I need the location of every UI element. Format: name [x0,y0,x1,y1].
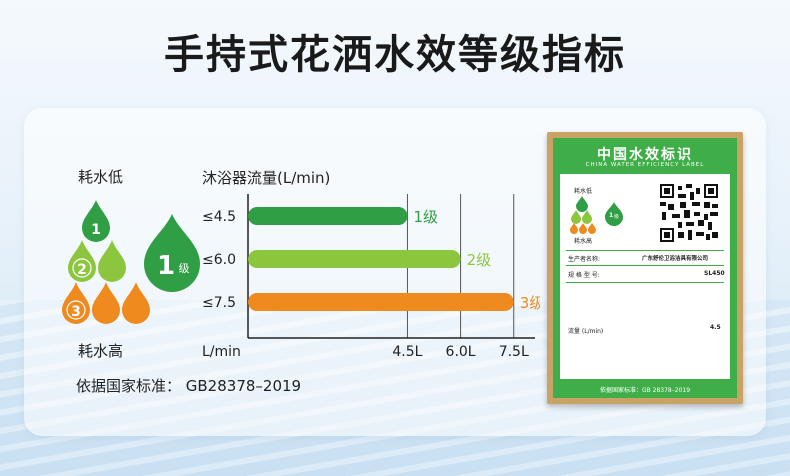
standard-note: 依据国家标准： GB28378–2019 [76,377,302,395]
big-grade-num: 1 [157,251,175,281]
water-drop-grades: 1 2 3 1 级 [62,200,200,324]
label-low: 耗水低 [574,188,593,195]
water-efficiency-label: 中国水效标识 CHINA WATER EFFICIENCY LABEL 耗水低 … [553,138,737,398]
legend-high-label: 耗水高 [78,342,124,360]
model-value: SL450 [704,270,725,277]
bar [248,207,408,225]
label-high: 耗水高 [574,238,593,245]
drop-grade-1-text: 1 [91,222,101,238]
bar-grade-label: 2级 [467,251,492,269]
big-grade-badge: 1 级 [144,214,200,292]
model-label: 规 格 型 号: [568,272,600,279]
drop-grade-3: 3 [62,282,150,324]
maker-label: 生产者名称: [568,256,601,263]
bar [248,250,461,268]
label-body: 耗水低 1 级 耗水高 [560,174,730,379]
water-efficiency-label-frame: 中国水效标识 CHINA WATER EFFICIENCY LABEL 耗水低 … [547,132,743,404]
qr-code-icon [660,184,718,242]
x-tick-label: 6.0L [446,344,476,360]
x-tick-label: 7.5L [499,344,529,360]
flow-label: 流量 (L/min) [568,328,604,335]
bar [248,293,514,311]
label-grade: 1 [609,212,614,219]
label-footer: 依据国家标准：GB 28378–2019 [599,387,691,394]
legend-low-label: 耗水低 [78,168,124,186]
category-label: ≤6.0 [202,252,236,268]
drop-grade-3-text: 3 [71,304,81,320]
x-axis-label: L/min [202,344,241,360]
drop-grade-2: 2 [68,240,126,282]
category-label: ≤7.5 [202,295,236,311]
chart-grid: 4.5L 6.0L 7.5L [392,194,529,360]
x-tick-label: 4.5L [392,344,422,360]
label-divider [566,265,724,266]
page-title: 手持式花洒水效等级指标 [164,32,626,78]
label-subtitle: CHINA WATER EFFICIENCY LABEL [585,162,705,168]
flow-value: 4.5 [710,324,721,331]
category-label: ≤4.5 [202,209,236,225]
bar-grade-label: 1级 [413,208,438,226]
label-title: 中国水效标识 [597,147,693,163]
bar-grade-label: 3级 [520,294,540,312]
label-grade-unit: 级 [614,214,620,220]
drop-grade-2-text: 2 [77,262,87,278]
label-divider [566,250,724,251]
chart-title: 沐浴器流量(L/min) [202,169,330,187]
drop-grade-1: 1 [82,200,110,242]
maker-value: 广东舒伦卫浴洁具有限公司 [642,256,709,262]
label-drops-icon [570,196,623,234]
label-divider [566,282,724,283]
flow-rate-chart: 沐浴器流量(L/min) 4.5L 6.0L 7.5L ≤4.5 1级 ≤6.0 2级 ≤7… [202,169,540,360]
big-grade-unit: 级 [179,262,190,275]
